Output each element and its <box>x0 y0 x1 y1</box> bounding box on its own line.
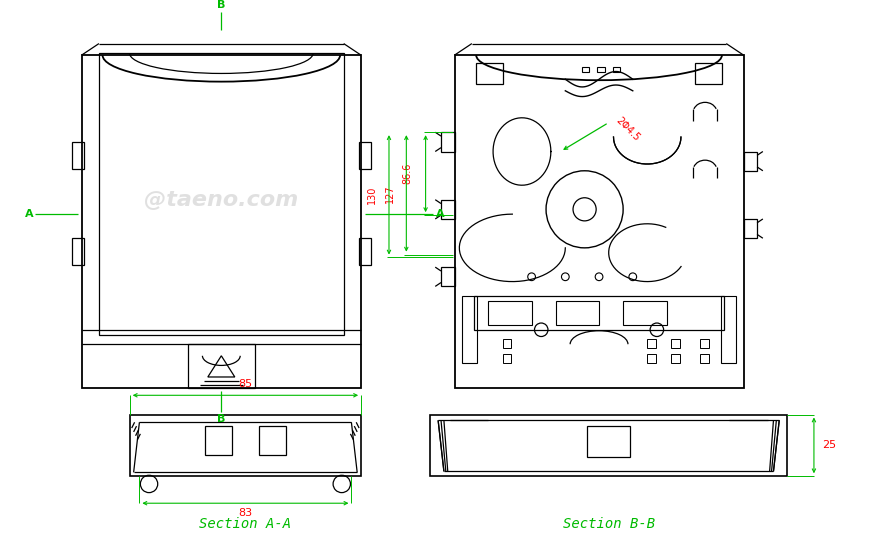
Bar <box>502 340 511 348</box>
Bar <box>259 426 286 455</box>
Bar <box>99 53 343 335</box>
Bar <box>696 63 722 84</box>
Text: 127: 127 <box>385 184 395 203</box>
Bar <box>441 200 455 219</box>
Bar <box>430 415 787 477</box>
Bar <box>441 267 455 286</box>
Bar <box>671 340 680 348</box>
Text: 85: 85 <box>238 378 253 389</box>
Bar <box>613 67 620 72</box>
Text: B: B <box>217 0 225 10</box>
Text: 130: 130 <box>367 185 377 204</box>
Text: 2Φ4.5: 2Φ4.5 <box>614 115 641 143</box>
Bar <box>721 296 736 364</box>
Text: A: A <box>26 209 34 219</box>
Bar <box>441 132 455 151</box>
Bar <box>462 296 477 364</box>
Bar <box>81 55 361 387</box>
Bar <box>555 301 599 325</box>
Text: 83: 83 <box>238 508 253 518</box>
Text: Section A-A: Section A-A <box>200 518 291 531</box>
Bar <box>743 151 757 171</box>
Bar <box>72 238 84 265</box>
Bar <box>72 142 84 169</box>
Text: 86.6: 86.6 <box>402 163 412 184</box>
Bar <box>700 354 709 362</box>
Text: Section B-B: Section B-B <box>562 518 655 531</box>
Text: @taeno.com: @taeno.com <box>144 190 298 209</box>
Bar <box>647 340 656 348</box>
Text: 25: 25 <box>822 440 836 450</box>
Bar <box>671 354 680 362</box>
Bar <box>647 354 656 362</box>
Bar <box>743 219 757 238</box>
Bar <box>359 142 371 169</box>
Bar <box>130 415 361 477</box>
Bar <box>474 296 724 330</box>
Bar <box>359 238 371 265</box>
Bar <box>187 344 255 387</box>
Bar <box>488 301 532 325</box>
Bar <box>582 67 590 72</box>
Bar <box>476 63 502 84</box>
Bar <box>700 340 709 348</box>
Bar <box>597 67 605 72</box>
Bar <box>205 426 232 455</box>
Bar <box>502 354 511 362</box>
Bar <box>587 426 630 457</box>
Bar <box>455 55 743 387</box>
Bar <box>623 301 667 325</box>
Text: B: B <box>217 414 225 424</box>
Text: A: A <box>435 209 444 219</box>
